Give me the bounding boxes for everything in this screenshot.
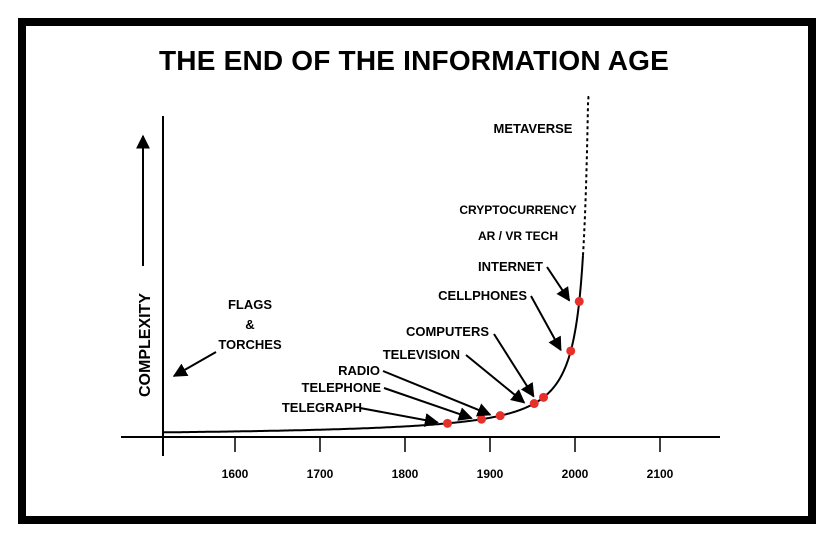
milestone-point: [566, 346, 576, 356]
milestone-label: RADIO: [338, 363, 380, 378]
milestone-point: [443, 418, 452, 428]
x-tick-label: 1800: [392, 467, 419, 481]
annotation-label: FLAGS: [228, 297, 272, 312]
milestone-arrow: [493, 333, 535, 398]
annotation-label: &: [245, 317, 254, 332]
milestone-arrow: [465, 354, 526, 404]
milestone-arrow: [382, 370, 492, 417]
x-tick-label: 2100: [647, 467, 674, 481]
milestone-label: INTERNET: [478, 259, 543, 274]
x-tick-label: 1700: [307, 467, 334, 481]
flags-arrow: [172, 351, 217, 377]
milestone-arrow: [546, 266, 571, 302]
x-tick-label: 1600: [222, 467, 249, 481]
x-ticks: 1600 1700 1800 1900 2000 2100: [222, 437, 674, 481]
annotation-label: CRYPTOCURRENCY: [459, 203, 576, 217]
milestone-label: TELEPHONE: [302, 380, 382, 395]
milestone-label: TELEGRAPH: [282, 400, 362, 415]
milestone-point: [539, 392, 549, 402]
annotation-label: TORCHES: [218, 337, 282, 352]
milestone-label: CELLPHONES: [438, 288, 527, 303]
milestone-point: [574, 296, 584, 306]
curve-future-dashed: [582, 96, 592, 256]
x-tick-label: 1900: [477, 467, 504, 481]
milestone-arrow: [530, 295, 562, 352]
milestone-arrow: [359, 407, 439, 427]
x-tick-label: 2000: [562, 467, 589, 481]
milestone-point: [495, 411, 505, 421]
growth-curve: [162, 96, 592, 434]
milestone-arrow: [383, 387, 473, 421]
chart-frame: [18, 18, 816, 524]
annotation-label: AR / VR TECH: [478, 229, 558, 243]
y-axis-label: COMPLEXITY: [137, 293, 154, 397]
milestone-point: [477, 414, 486, 424]
annotation-label: METAVERSE: [494, 121, 573, 136]
annotations: FLAGS & TORCHES METAVERSE CRYPTOCURRENCY AR /…: [172, 121, 577, 377]
chart-title: THE END OF THE INFORMATION AGE: [159, 45, 669, 76]
milestone-label: COMPUTERS: [406, 324, 489, 339]
curve-line: [162, 255, 584, 434]
milestone-point: [529, 399, 539, 409]
milestone-label: TELEVISION: [383, 347, 460, 362]
